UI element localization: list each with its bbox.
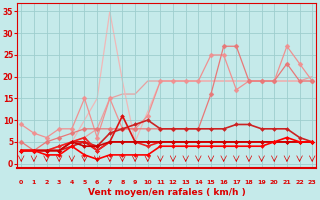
X-axis label: Vent moyen/en rafales ( km/h ): Vent moyen/en rafales ( km/h ) [88, 188, 245, 197]
